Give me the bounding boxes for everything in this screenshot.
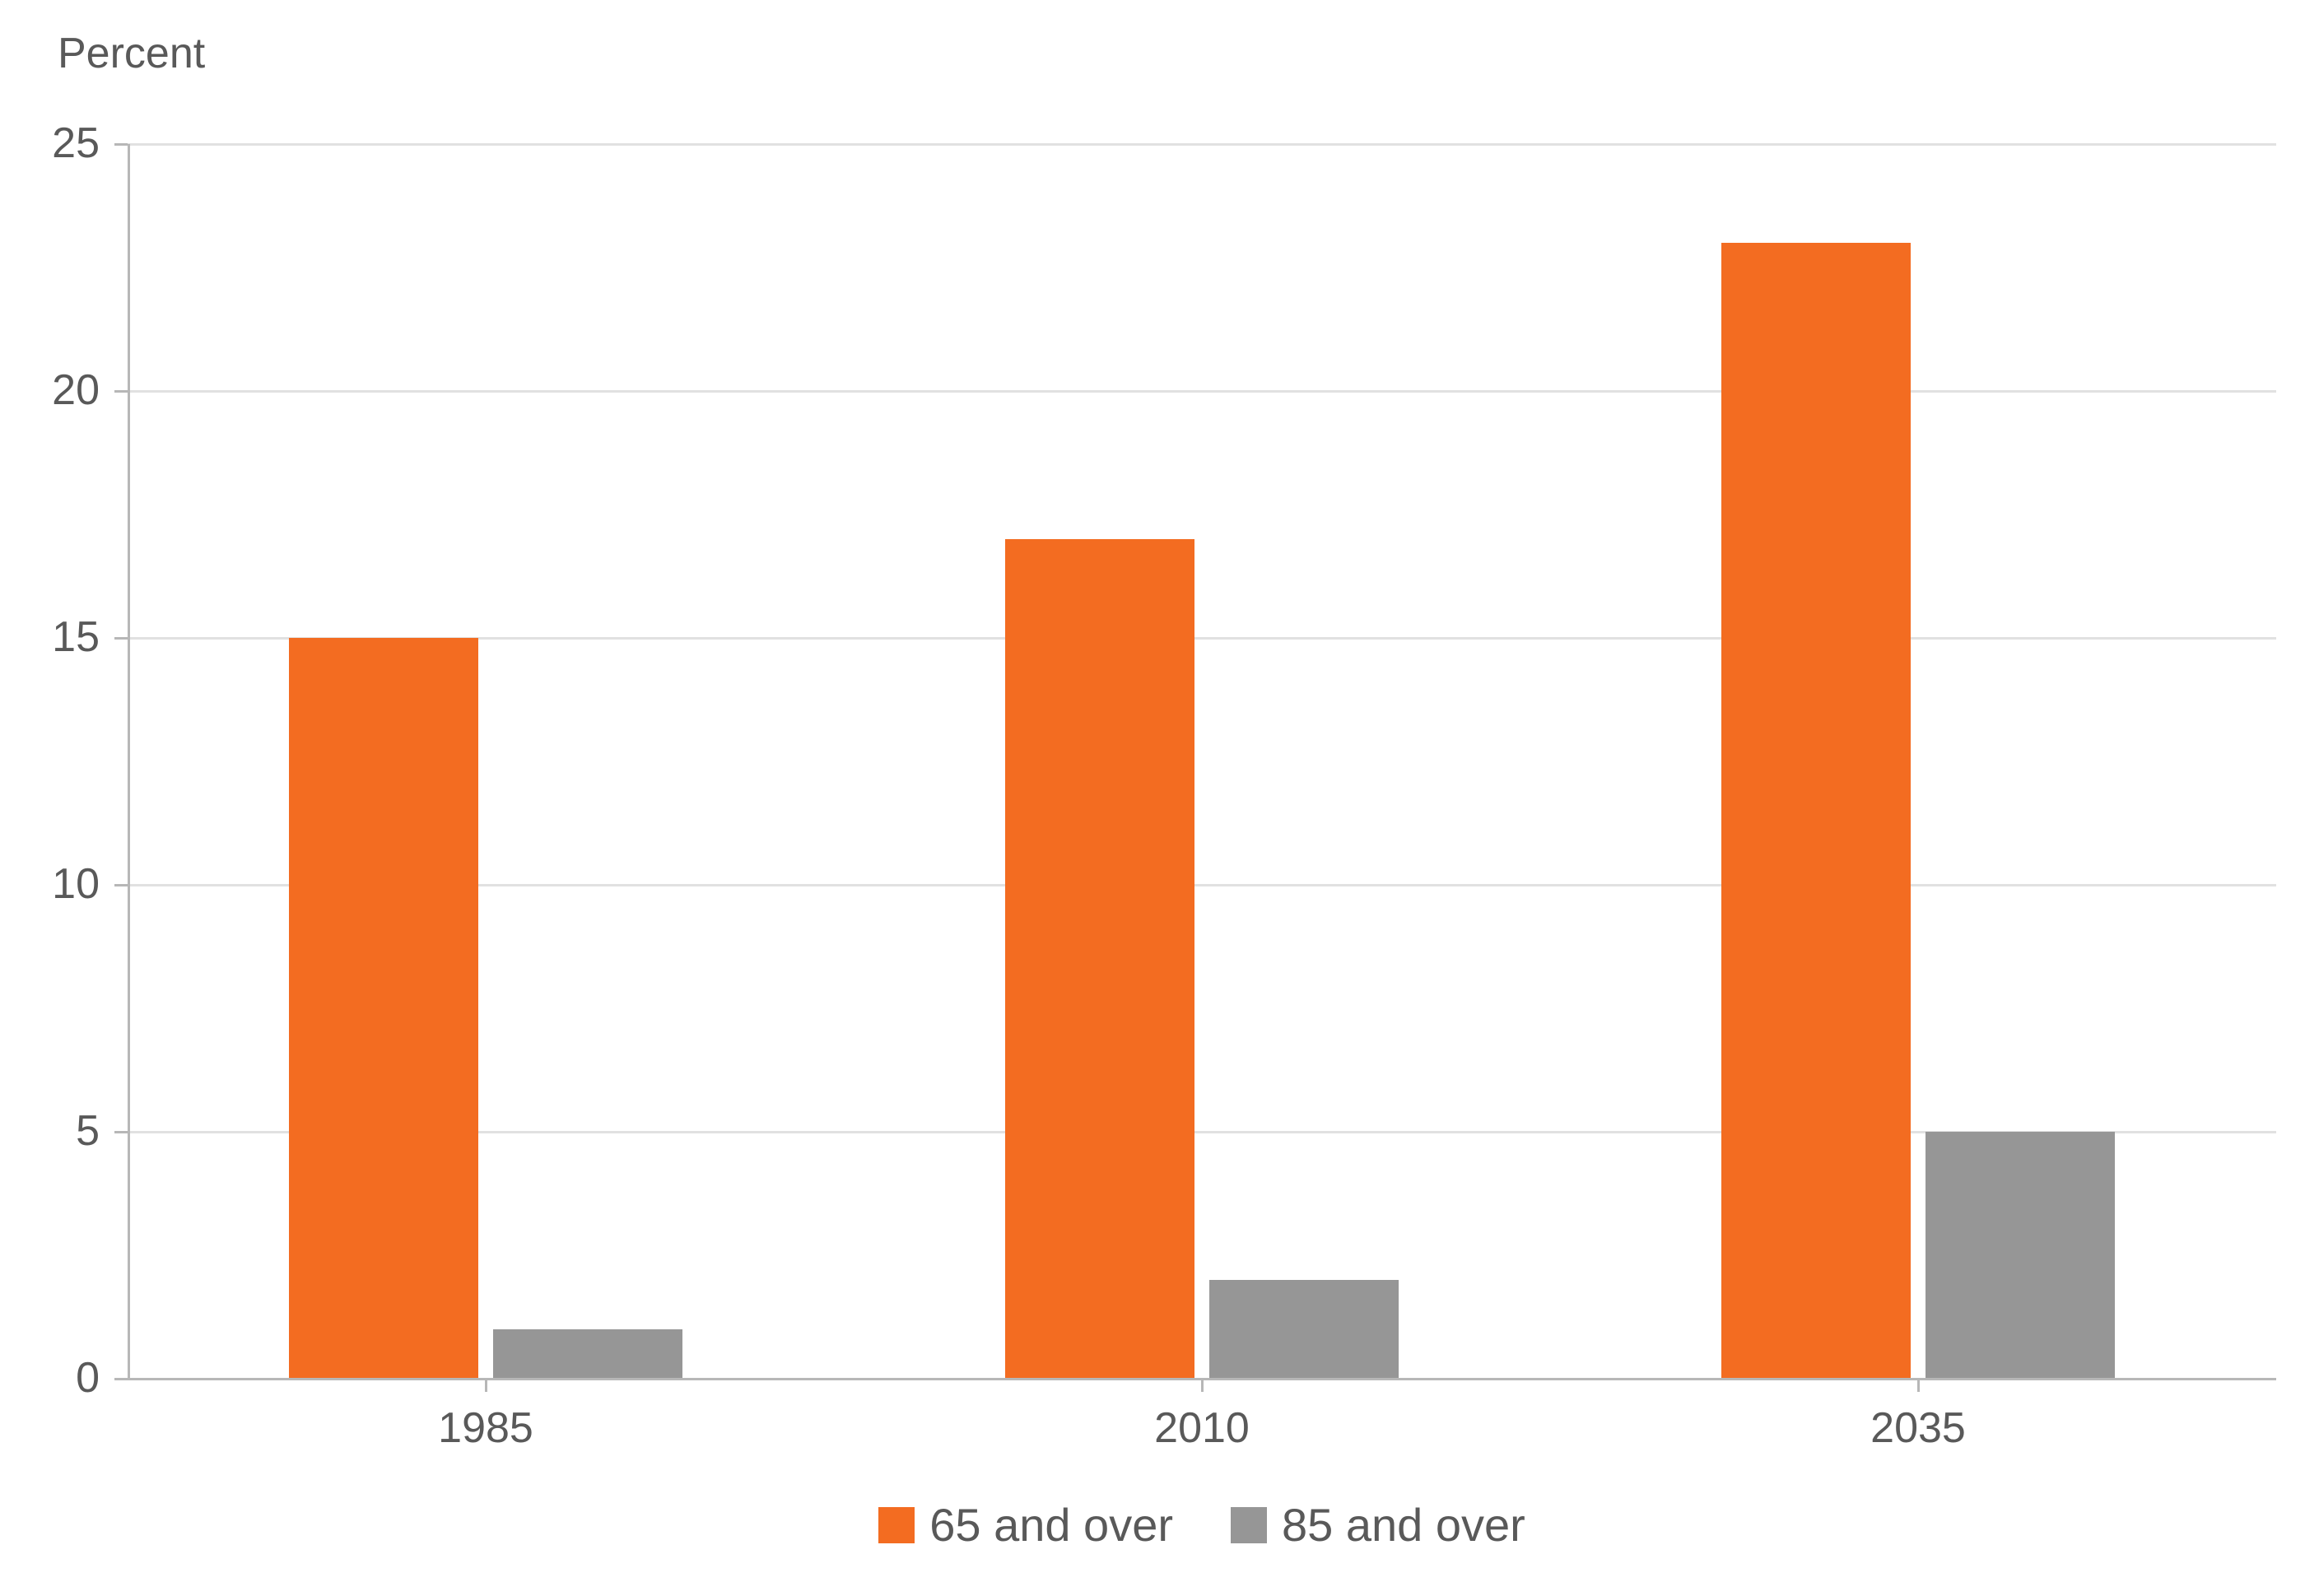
legend-item: 85 and over bbox=[1231, 1498, 1525, 1552]
y-tick-label: 10 bbox=[0, 859, 100, 909]
y-tick-label: 15 bbox=[0, 612, 100, 662]
x-tick-mark bbox=[1917, 1379, 1920, 1392]
y-tick-mark bbox=[114, 390, 128, 393]
y-tick-label: 0 bbox=[0, 1353, 100, 1403]
y-tick-mark bbox=[114, 1378, 128, 1380]
y-tick-mark bbox=[114, 637, 128, 640]
chart-container: Percent 65 and over 85 and over 0 5 10 15 20 2… bbox=[0, 0, 2319, 1596]
plot-area bbox=[128, 144, 2276, 1379]
bar bbox=[493, 1329, 682, 1379]
bar bbox=[1926, 1132, 2115, 1379]
y-tick-mark bbox=[114, 1131, 128, 1133]
x-tick-mark bbox=[1201, 1379, 1204, 1392]
y-axis-title: Percent bbox=[58, 29, 205, 78]
y-tick-mark bbox=[114, 884, 128, 886]
gridline bbox=[128, 143, 2276, 146]
legend-swatch bbox=[878, 1507, 915, 1543]
legend: 65 and over 85 and over bbox=[128, 1498, 2276, 1552]
legend-swatch bbox=[1231, 1507, 1267, 1543]
bar bbox=[289, 638, 478, 1379]
y-tick-label: 20 bbox=[0, 365, 100, 415]
bar bbox=[1209, 1280, 1399, 1379]
x-tick-mark bbox=[485, 1379, 487, 1392]
bar bbox=[1005, 539, 1194, 1379]
legend-item: 65 and over bbox=[878, 1498, 1173, 1552]
gridline bbox=[128, 390, 2276, 393]
x-tick-label: 2010 bbox=[844, 1403, 1560, 1453]
legend-label: 65 and over bbox=[929, 1498, 1173, 1552]
y-tick-label: 5 bbox=[0, 1106, 100, 1156]
legend-label: 85 and over bbox=[1282, 1498, 1525, 1552]
y-tick-label: 25 bbox=[0, 119, 100, 168]
y-axis-line bbox=[128, 144, 130, 1379]
bar bbox=[1721, 243, 1911, 1379]
x-tick-label: 1985 bbox=[128, 1403, 844, 1453]
x-tick-label: 2035 bbox=[1560, 1403, 2276, 1453]
y-tick-mark bbox=[114, 143, 128, 146]
